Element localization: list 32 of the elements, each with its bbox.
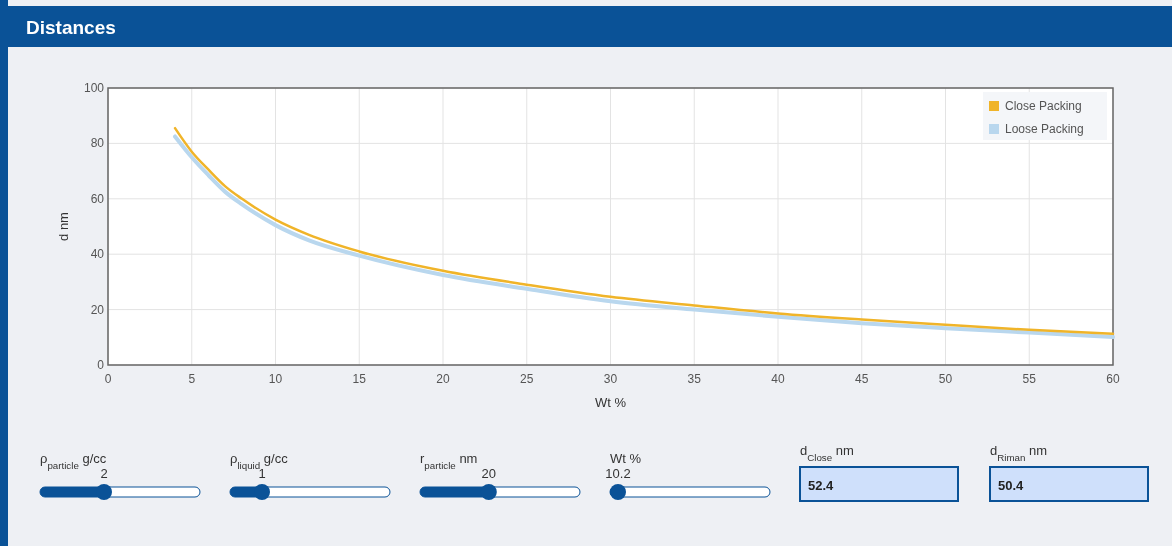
y-tick-label: 80 (90, 136, 105, 151)
x-tick-label: 55 (1022, 372, 1037, 386)
text: r$_{particle}$ nm (420, 451, 478, 471)
y-tick-label: 20 (90, 302, 105, 317)
y-tick-label: 60 (90, 191, 105, 206)
y-tick-label: 0 (97, 358, 105, 372)
text: d$_{Close}$ nm (800, 443, 854, 463)
y-tick-label: 40 (90, 247, 105, 262)
text: 52.4 (808, 478, 835, 493)
legend-label: Loose Packing (1005, 122, 1084, 136)
x-tick-label: 20 (436, 372, 450, 386)
x-tick-label: 30 (603, 372, 618, 386)
x-tick-label: 10 (268, 372, 283, 386)
text: 50.4 (998, 478, 1025, 493)
text: 10.2 (605, 466, 631, 481)
x-tick-label: 60 (1106, 372, 1120, 386)
x-tick-label: 15 (352, 372, 367, 386)
text: d$_{Riman}$ nm (990, 443, 1048, 463)
x-tick-label: 50 (938, 372, 953, 386)
text: 2 (100, 466, 108, 481)
x-tick-label: 45 (855, 372, 869, 386)
text: Wt % (610, 451, 642, 466)
y-axis-title: d nm (56, 212, 71, 241)
legend-label: Close Packing (1005, 99, 1082, 113)
x-tick-label: 35 (687, 372, 702, 386)
x-tick-label: 5 (188, 372, 196, 386)
chart-title: Distances (26, 17, 116, 38)
text: 20 (481, 466, 497, 481)
y-tick-label: 100 (83, 81, 105, 95)
x-tick-label: 25 (520, 372, 534, 386)
x-tick-label: 40 (771, 372, 785, 386)
x-axis-title: Wt % (594, 395, 627, 410)
